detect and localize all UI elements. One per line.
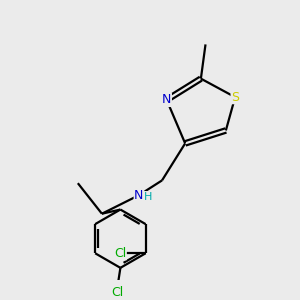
Text: H: H: [144, 192, 152, 202]
Text: S: S: [231, 91, 239, 103]
Text: Cl: Cl: [112, 286, 124, 299]
Text: N: N: [134, 189, 144, 202]
Text: Cl: Cl: [114, 247, 126, 260]
Text: N: N: [162, 93, 171, 106]
